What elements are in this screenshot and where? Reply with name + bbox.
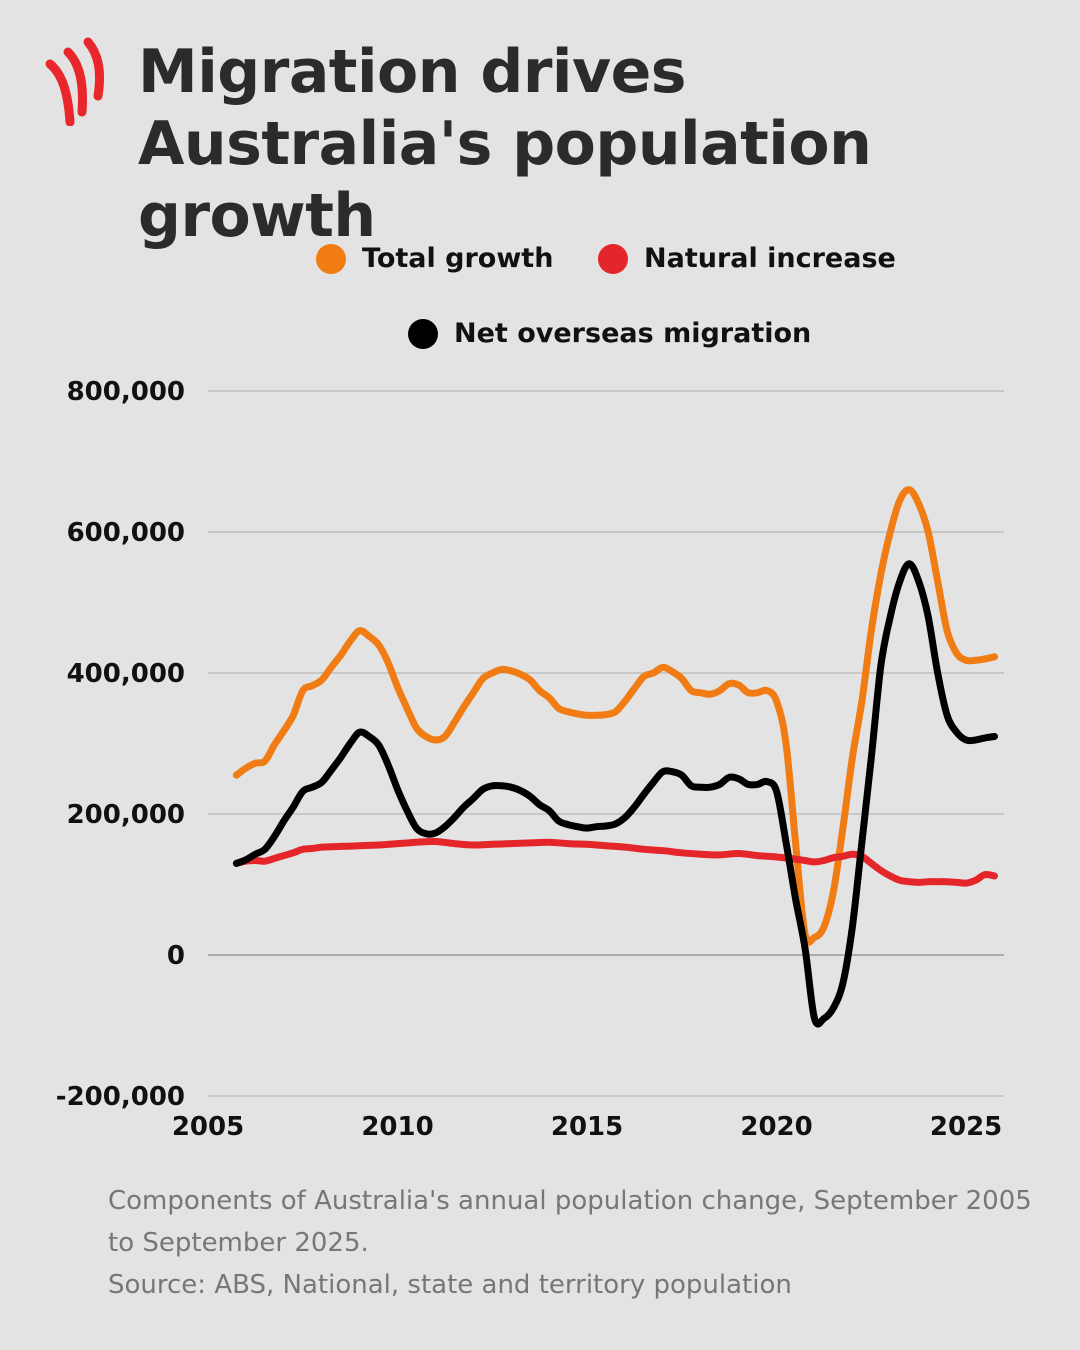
legend-label-natural-increase: Natural increase <box>644 243 896 274</box>
y-tick-label: -200,000 <box>56 1082 185 1112</box>
x-tick-label: 2005 <box>172 1112 244 1142</box>
legend-label-net-overseas-migration: Net overseas migration <box>454 318 812 349</box>
legend-item-natural-increase: Natural increase <box>598 243 896 274</box>
y-tick-label: 600,000 <box>67 518 185 548</box>
logo-stroke-2 <box>63 47 87 117</box>
legend-swatch-total-growth <box>316 243 346 274</box>
y-tick-label: 200,000 <box>67 800 185 830</box>
series-line-net-overseas-migration <box>232 560 998 1028</box>
logo-stroke-1 <box>45 59 75 126</box>
y-tick-label: 400,000 <box>67 659 185 689</box>
legend-item-total-growth: Total growth <box>316 243 553 274</box>
x-tick-label: 2010 <box>361 1112 433 1142</box>
legend-swatch-natural-increase <box>598 243 628 274</box>
legend-label-total-growth: Total growth <box>362 243 554 274</box>
page-title: Migration drives Australia's population … <box>138 37 872 251</box>
x-tick-label: 2015 <box>551 1112 623 1142</box>
legend-swatch-net-overseas-migration <box>408 318 438 349</box>
y-tick-label: 0 <box>167 941 185 971</box>
x-tick-label: 2025 <box>930 1112 1002 1142</box>
caption-source: Source: ABS, National, state and territo… <box>108 1270 792 1300</box>
x-tick-label: 2020 <box>740 1112 812 1142</box>
legend-item-net-overseas-migration: Net overseas migration <box>408 318 811 349</box>
sbs-swoosh-icon <box>45 37 105 126</box>
caption-description: Components of Australia's annual populat… <box>108 1186 1032 1258</box>
series-line-total-growth <box>232 486 998 946</box>
series-line-natural-increase <box>232 837 998 887</box>
y-tick-label: 800,000 <box>67 377 185 407</box>
logo-stroke-3 <box>83 37 105 101</box>
chart-caption: Components of Australia's annual populat… <box>108 1180 1038 1306</box>
